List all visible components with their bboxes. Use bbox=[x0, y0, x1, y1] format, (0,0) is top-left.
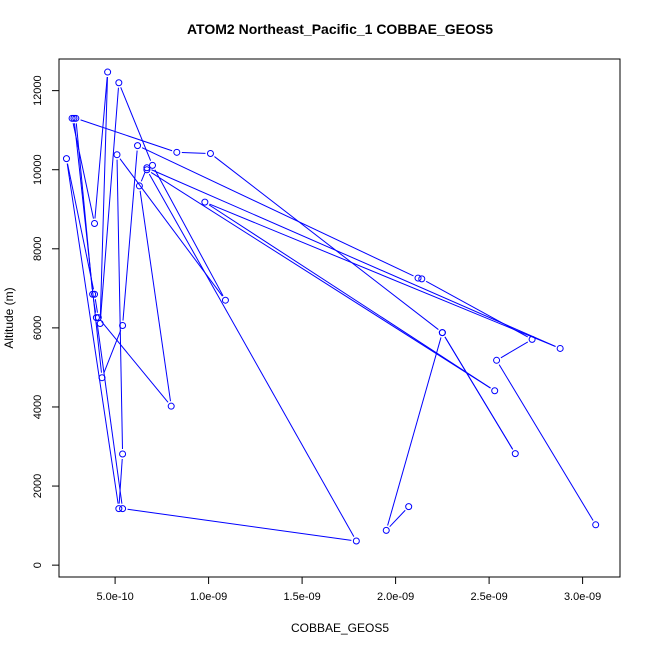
data-point bbox=[173, 148, 181, 156]
series-segment bbox=[150, 171, 491, 389]
series-segment bbox=[120, 87, 152, 161]
data-point bbox=[221, 296, 229, 304]
data-point bbox=[119, 322, 127, 330]
series-segment bbox=[118, 458, 123, 504]
series-segment bbox=[151, 169, 556, 347]
data-point bbox=[70, 114, 78, 122]
series-segment bbox=[99, 77, 108, 319]
x-axis-label: COBBAE_GEOS5 bbox=[291, 621, 389, 635]
series-segment bbox=[209, 203, 556, 348]
series-segment bbox=[444, 336, 514, 450]
data-point bbox=[68, 114, 76, 122]
data-point bbox=[113, 151, 121, 159]
series-segment bbox=[101, 321, 169, 403]
series-segment bbox=[80, 119, 173, 152]
series-segment bbox=[154, 169, 224, 297]
data-point bbox=[493, 356, 501, 364]
series-segment bbox=[141, 147, 414, 277]
series-points bbox=[62, 68, 600, 545]
series-segment bbox=[214, 156, 439, 330]
series-segment bbox=[139, 190, 171, 402]
data-point bbox=[134, 142, 142, 150]
series-segment bbox=[116, 159, 123, 450]
y-axis: 0 2000 4000 6000 8000 10000 12000 bbox=[32, 75, 60, 568]
x-tick-label: 1.0e-09 bbox=[190, 591, 227, 603]
data-point bbox=[94, 314, 102, 322]
data-point bbox=[72, 114, 80, 122]
data-point bbox=[528, 335, 536, 343]
chart-title: ATOM2 Northeast_Pacific_1 COBBAE_GEOS5 bbox=[187, 21, 493, 37]
series-segment bbox=[100, 87, 119, 319]
data-point bbox=[352, 537, 360, 545]
y-axis-label: Altitude (m) bbox=[2, 287, 16, 348]
data-point bbox=[135, 182, 143, 190]
series-segment bbox=[96, 322, 123, 504]
y-tick-label: 6000 bbox=[32, 316, 44, 340]
data-point bbox=[62, 155, 70, 163]
series-segment bbox=[94, 299, 98, 313]
y-tick-label: 0 bbox=[32, 562, 44, 568]
data-point bbox=[143, 164, 151, 172]
data-point bbox=[201, 198, 209, 206]
data-point bbox=[119, 450, 127, 458]
y-tick-label: 10000 bbox=[32, 154, 44, 185]
data-point bbox=[91, 219, 99, 227]
data-point bbox=[119, 505, 127, 513]
data-point bbox=[98, 374, 106, 382]
data-point bbox=[556, 344, 564, 352]
series-segment bbox=[127, 508, 352, 541]
data-point bbox=[115, 79, 123, 87]
series-segment bbox=[498, 364, 594, 521]
series-segment bbox=[72, 123, 94, 219]
data-point bbox=[104, 68, 112, 76]
data-point bbox=[92, 314, 100, 322]
series-segment bbox=[103, 329, 122, 374]
series-segment bbox=[75, 123, 93, 290]
x-tick-label: 1.5e-09 bbox=[283, 591, 320, 603]
series-segment bbox=[500, 341, 529, 359]
x-tick-label: 2.5e-09 bbox=[470, 591, 507, 603]
data-point bbox=[115, 505, 123, 513]
series-segment bbox=[208, 204, 491, 389]
y-tick-label: 4000 bbox=[32, 395, 44, 419]
data-point bbox=[491, 387, 499, 395]
data-point bbox=[592, 521, 600, 529]
y-tick-label: 8000 bbox=[32, 237, 44, 261]
series-segment bbox=[148, 173, 355, 537]
series-segment bbox=[94, 76, 108, 219]
data-point bbox=[206, 150, 214, 158]
data-point bbox=[91, 290, 99, 298]
series-segment bbox=[67, 163, 95, 290]
y-tick-label: 2000 bbox=[32, 474, 44, 498]
data-point bbox=[418, 275, 426, 283]
series-segment bbox=[66, 163, 119, 504]
data-point bbox=[511, 450, 519, 458]
series-segment bbox=[389, 509, 406, 528]
data-point bbox=[167, 402, 175, 410]
data-point bbox=[414, 274, 422, 282]
data-point bbox=[149, 161, 156, 169]
y-tick-label: 12000 bbox=[32, 75, 44, 106]
series-lines bbox=[66, 76, 594, 541]
x-axis: 5.0e-10 1.0e-09 1.5e-09 2.0e-09 2.5e-09 3.0e-… bbox=[96, 576, 601, 603]
data-point bbox=[89, 290, 97, 298]
data-point bbox=[405, 503, 413, 511]
series-segment bbox=[181, 151, 206, 154]
data-point bbox=[438, 329, 446, 337]
x-tick-label: 3.0e-09 bbox=[564, 591, 601, 603]
data-point bbox=[382, 526, 390, 534]
series-segment bbox=[140, 172, 146, 182]
x-tick-label: 5.0e-10 bbox=[96, 591, 133, 603]
x-tick-label: 2.0e-09 bbox=[377, 591, 414, 603]
data-point bbox=[143, 166, 151, 174]
series-segment bbox=[387, 337, 442, 526]
series-segment bbox=[92, 299, 97, 313]
